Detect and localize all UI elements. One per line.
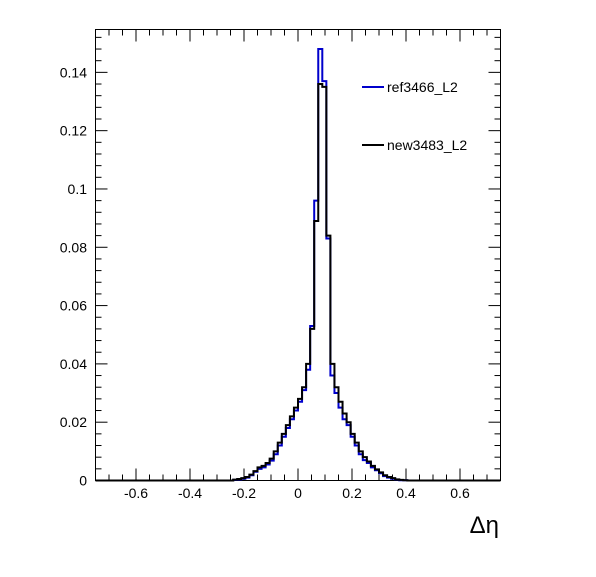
legend-label: new3483_L2 [387,137,467,153]
x-axis-ticks [95,29,501,481]
x-axis-tick-labels: -0.6 -0.4 -0.2 0 0.2 0.4 0.6 [124,485,470,501]
x-tick-label: 0 [294,485,302,501]
y-tick-label: 0 [79,473,87,489]
y-tick-label: 0.06 [60,298,87,314]
y-axis-ticks [95,36,501,481]
y-tick-label: 0.14 [60,64,87,80]
x-axis-title: Δη [470,512,499,539]
x-tick-label: -0.2 [232,485,256,501]
x-tick-label: -0.4 [178,485,202,501]
histogram-series [95,48,501,482]
y-tick-label: 0.1 [68,181,88,197]
plot-frame [95,29,501,481]
legend: ref3466_L2 new3483_L2 [362,79,467,153]
series-line-new [95,83,501,482]
x-tick-label: 0.4 [396,485,416,501]
x-tick-label: 0.6 [450,485,470,501]
y-axis-tick-labels: 0 0.02 0.04 0.06 0.08 0.1 0.12 0.14 [60,64,87,488]
y-tick-label: 0.12 [60,123,87,139]
y-tick-label: 0.02 [60,414,87,430]
series-line-ref [95,48,501,482]
x-tick-label: -0.6 [124,485,148,501]
y-tick-label: 0.08 [60,239,87,255]
x-tick-label: 0.2 [342,485,362,501]
legend-label: ref3466_L2 [387,79,458,95]
y-tick-label: 0.04 [60,356,87,372]
